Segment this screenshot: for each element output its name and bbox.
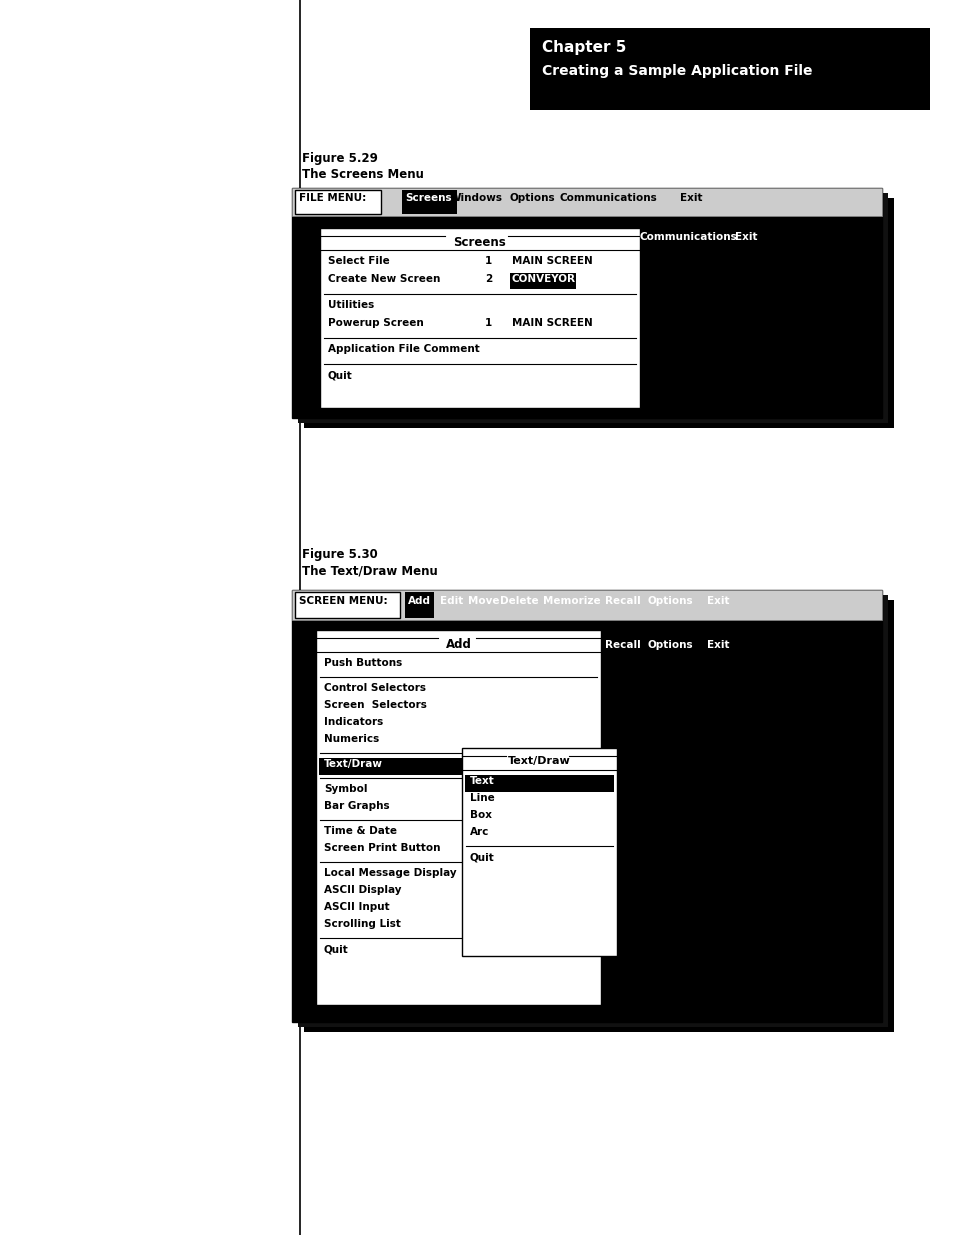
Text: Quit: Quit [470, 852, 495, 862]
Text: Quit: Quit [328, 370, 353, 380]
Text: FILE MENU:: FILE MENU: [298, 193, 366, 203]
Text: The Screens Menu: The Screens Menu [302, 168, 423, 182]
Text: Bar Graphs: Bar Graphs [324, 802, 389, 811]
Text: Text/Draw: Text/Draw [508, 756, 570, 766]
Text: 2: 2 [484, 274, 492, 284]
Text: Control Selectors: Control Selectors [324, 683, 426, 693]
Text: Memorize: Memorize [542, 640, 600, 650]
Text: Text: Text [470, 776, 495, 785]
Text: Options: Options [647, 640, 693, 650]
Text: Figure 5.29: Figure 5.29 [302, 152, 377, 165]
Bar [315, 630, 600, 1005]
Bar [292, 590, 882, 1023]
Text: Windows: Windows [450, 193, 502, 203]
Text: Symbol: Symbol [324, 784, 367, 794]
Text: Communications: Communications [639, 232, 737, 242]
Bar [405, 592, 434, 618]
Text: Push Buttons: Push Buttons [324, 658, 402, 668]
Text: Select File: Select File [328, 256, 390, 266]
Text: SCREEN MENU:: SCREEN MENU: [298, 597, 387, 606]
Text: Move: Move [468, 597, 499, 606]
Bar [294, 190, 380, 214]
Text: Powerup Screen: Powerup Screen [328, 317, 423, 329]
Text: Indicators: Indicators [324, 718, 383, 727]
Bar [530, 28, 929, 110]
Text: Edit: Edit [439, 597, 463, 606]
Text: Create New Screen: Create New Screen [328, 274, 440, 284]
Text: Delete: Delete [499, 597, 538, 606]
Bar [318, 758, 598, 776]
Text: 1: 1 [484, 256, 492, 266]
Text: Exit: Exit [706, 597, 729, 606]
Text: CONVEYOR: CONVEYOR [512, 274, 576, 284]
Text: Screens: Screens [453, 236, 506, 249]
Text: Add: Add [408, 597, 431, 606]
Text: Cursor List: Cursor List [610, 919, 674, 929]
Text: Scrolling List: Scrolling List [324, 919, 400, 929]
Text: Local Message Display: Local Message Display [324, 868, 456, 878]
Text: Line: Line [470, 793, 495, 803]
Bar [294, 592, 399, 618]
Bar [510, 273, 575, 289]
Text: Add: Add [445, 638, 471, 651]
Text: Exit: Exit [679, 193, 701, 203]
Bar [401, 190, 456, 214]
Text: Memorize: Memorize [542, 597, 600, 606]
Text: Box: Box [470, 810, 492, 820]
Text: ASCII Display: ASCII Display [324, 885, 401, 895]
Text: Application File Comment: Application File Comment [328, 345, 479, 354]
Text: Screen  Selectors: Screen Selectors [324, 700, 426, 710]
Bar [297, 193, 887, 424]
Text: Text/Draw: Text/Draw [324, 760, 382, 769]
Text: ASCII Input: ASCII Input [324, 902, 389, 911]
Text: lete: lete [504, 640, 527, 650]
Text: Numerics: Numerics [324, 734, 379, 743]
Text: Recall: Recall [604, 640, 640, 650]
Text: MAIN SCREEN: MAIN SCREEN [512, 256, 592, 266]
Text: Screen Print Button: Screen Print Button [324, 844, 440, 853]
Bar [292, 188, 882, 216]
Text: Recall: Recall [604, 597, 640, 606]
Bar [304, 198, 893, 429]
Text: Time & Date: Time & Date [324, 826, 396, 836]
Text: Chapter 5: Chapter 5 [541, 40, 626, 56]
Text: Exit: Exit [734, 232, 757, 242]
Text: Small: Small [610, 902, 643, 911]
Text: The Text/Draw Menu: The Text/Draw Menu [302, 564, 437, 577]
Bar [297, 595, 887, 1028]
Bar [319, 228, 639, 408]
Text: Utilities: Utilities [328, 300, 374, 310]
Text: 1: 1 [484, 317, 492, 329]
Bar [461, 748, 617, 956]
Text: Options: Options [647, 597, 693, 606]
Text: Communications: Communications [559, 193, 657, 203]
Bar [304, 600, 893, 1032]
Text: Figure 5.30: Figure 5.30 [302, 548, 377, 561]
Bar [464, 776, 614, 792]
Text: Quit: Quit [324, 944, 349, 953]
Text: MAIN SCREEN: MAIN SCREEN [512, 317, 592, 329]
Text: Creating a Sample Application File: Creating a Sample Application File [541, 64, 812, 78]
Bar [292, 590, 882, 620]
Text: Screens: Screens [405, 193, 451, 203]
Bar [292, 188, 882, 417]
Text: Exit: Exit [706, 640, 729, 650]
Text: Options: Options [510, 193, 555, 203]
Text: Arc: Arc [470, 827, 489, 837]
